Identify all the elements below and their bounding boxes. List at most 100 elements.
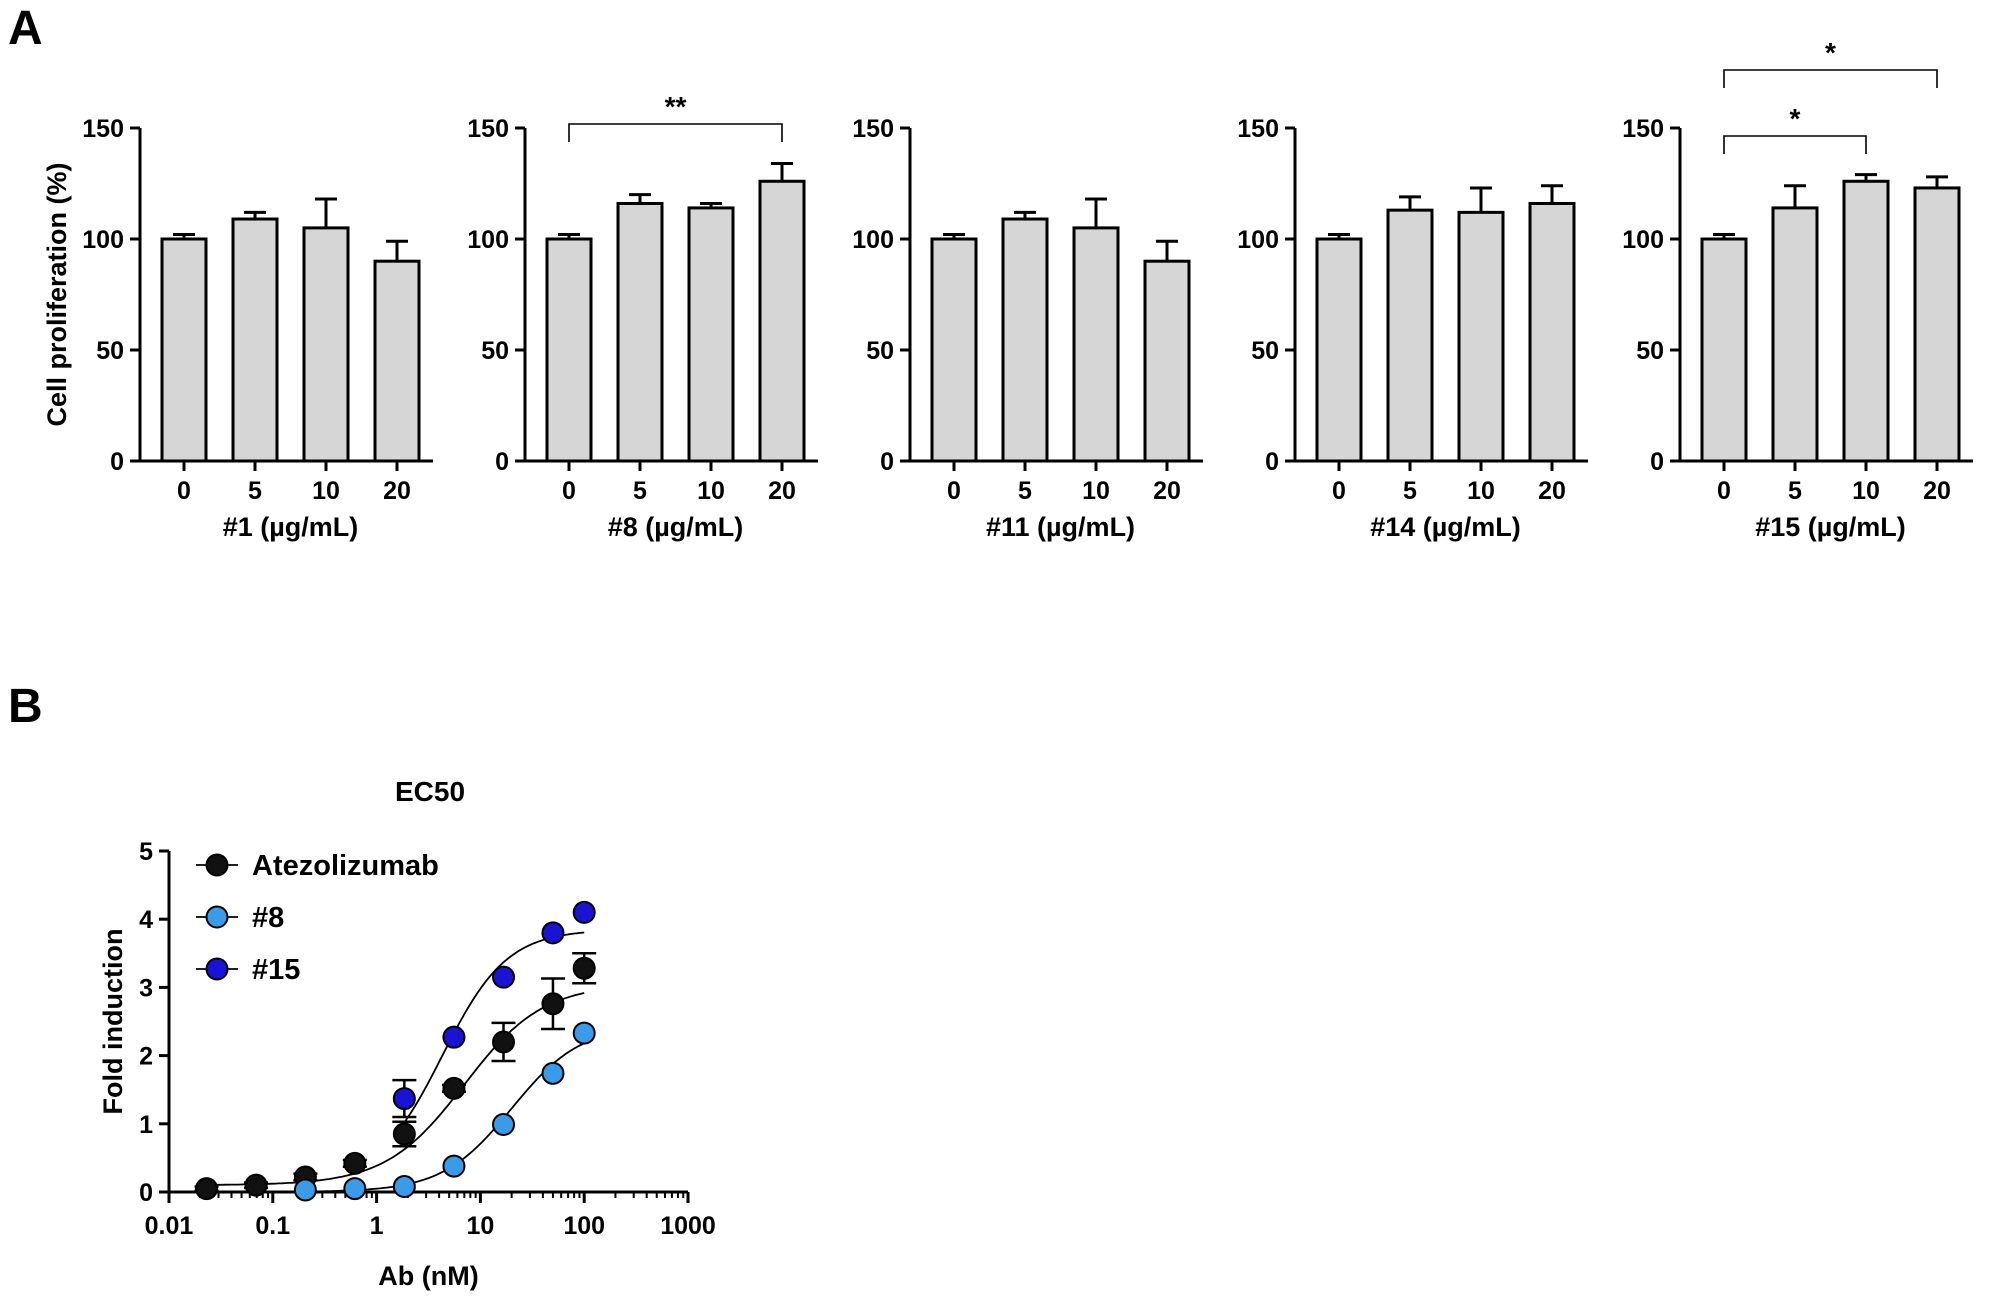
data-point-series-3 xyxy=(442,1025,466,1049)
fit-curve-3 xyxy=(403,931,585,1124)
y-tick-label: 150 xyxy=(852,115,894,143)
bar xyxy=(1913,186,1961,463)
x-tick-label: 5 xyxy=(1018,477,1032,505)
data-point-series-3 xyxy=(492,965,516,989)
x-tick-label: 1000 xyxy=(660,1212,716,1240)
x-tick-label: 20 xyxy=(768,477,796,505)
legend-marker xyxy=(205,957,229,981)
x-tick-label: 0.1 xyxy=(255,1212,290,1240)
data-point-series-1 xyxy=(244,1173,268,1197)
panel-label-b: B xyxy=(8,680,43,733)
bar xyxy=(1457,210,1505,463)
data-point-series-1 xyxy=(195,1177,219,1201)
data-point-series-2 xyxy=(492,1112,516,1136)
data-point-series-1 xyxy=(492,1030,516,1054)
x-tick-label: 100 xyxy=(563,1212,605,1240)
bar xyxy=(1528,201,1576,463)
y-tick-label: 0 xyxy=(1265,448,1279,476)
bar xyxy=(687,206,735,463)
x-tick-label: 0 xyxy=(177,477,191,505)
x-tick-label: 1 xyxy=(370,1212,384,1240)
y-tick-label: 5 xyxy=(139,838,153,866)
x-tick-label: 10 xyxy=(1852,477,1880,505)
x-tick-label: 20 xyxy=(1153,477,1181,505)
legend-marker xyxy=(205,853,229,877)
bar xyxy=(160,237,208,463)
bar-chart-1: 0 50 100 150 0 5 10 20 #1 (µg/mL) Cell proliferat… xyxy=(42,115,433,542)
y-tick-label: 0 xyxy=(1650,448,1664,476)
bar xyxy=(1842,179,1890,463)
data-point-series-2 xyxy=(442,1154,466,1178)
y-tick-label: 150 xyxy=(82,115,124,143)
data-point-series-2 xyxy=(392,1175,416,1199)
significance-label: * xyxy=(1825,37,1836,68)
x-tick-label: 0 xyxy=(1332,477,1346,505)
y-tick-label: 0 xyxy=(139,1179,153,1207)
bar xyxy=(1001,217,1049,463)
significance-bracket xyxy=(1723,69,1938,88)
y-tick-label: 3 xyxy=(139,974,153,1002)
x-tick-label: 5 xyxy=(1403,477,1417,505)
significance-label: * xyxy=(1790,103,1801,134)
data-point-series-2 xyxy=(343,1177,367,1201)
x-axis-title: #14 (µg/mL) xyxy=(1370,512,1521,542)
x-axis-title: Ab (nM) xyxy=(378,1261,478,1291)
bar xyxy=(1700,237,1748,463)
y-tick-label: 1 xyxy=(139,1111,153,1139)
data-point-series-2 xyxy=(541,1061,565,1085)
data-point-series-1 xyxy=(572,956,596,980)
bar xyxy=(1386,208,1434,463)
data-point-series-3 xyxy=(572,900,596,924)
x-tick-label: 10 xyxy=(1467,477,1495,505)
y-axis-title: Fold induction xyxy=(98,929,128,1115)
panel-b-dose-response-chart: EC50 0 1 2 3 4 5 0.01 0.1 1 10 100 1000 Ab (nM) Fold i… xyxy=(98,776,716,1291)
data-point-series-2 xyxy=(293,1178,317,1202)
y-tick-label: 100 xyxy=(1237,226,1279,254)
y-tick-label: 50 xyxy=(481,337,509,365)
y-tick-label: 0 xyxy=(110,448,124,476)
bar xyxy=(930,237,978,463)
y-tick-label: 0 xyxy=(880,448,894,476)
fit-curve-1 xyxy=(206,992,585,1186)
chart-title: EC50 xyxy=(395,776,465,807)
data-point-series-3 xyxy=(541,921,565,945)
x-axis-title: #1 (µg/mL) xyxy=(223,512,359,542)
y-tick-label: 150 xyxy=(1622,115,1664,143)
y-tick-label: 100 xyxy=(82,226,124,254)
y-tick-label: 100 xyxy=(852,226,894,254)
legend-marker xyxy=(205,905,229,929)
x-tick-label: 10 xyxy=(312,477,340,505)
x-tick-label: 10 xyxy=(466,1212,494,1240)
legend-label: #15 xyxy=(252,954,300,986)
bar xyxy=(1771,206,1819,463)
x-tick-label: 0 xyxy=(947,477,961,505)
x-tick-label: 20 xyxy=(1538,477,1566,505)
x-tick-label: 10 xyxy=(1082,477,1110,505)
bar xyxy=(1143,259,1191,463)
bar xyxy=(758,179,806,463)
data-point-series-1 xyxy=(343,1151,367,1175)
x-tick-label: 0 xyxy=(562,477,576,505)
y-tick-label: 100 xyxy=(467,226,509,254)
x-tick-label: 5 xyxy=(1788,477,1802,505)
y-tick-label: 50 xyxy=(96,337,124,365)
x-tick-label: 0.01 xyxy=(145,1212,194,1240)
y-tick-label: 150 xyxy=(1237,115,1279,143)
significance-bracket xyxy=(568,123,783,142)
x-tick-label: 0 xyxy=(1717,477,1731,505)
bar xyxy=(1072,226,1120,463)
data-point-series-2 xyxy=(572,1021,596,1045)
x-tick-label: 5 xyxy=(248,477,262,505)
x-axis-title: #15 (µg/mL) xyxy=(1755,512,1906,542)
data-point-series-3 xyxy=(392,1087,416,1111)
data-point-series-1 xyxy=(392,1122,416,1146)
y-axis-title: Cell proliferation (%) xyxy=(42,162,72,426)
bar-chart-4: 0 50 100 150 0 5 10 20 #14 (µg/mL) xyxy=(1237,115,1588,542)
x-tick-label: 5 xyxy=(633,477,647,505)
x-axis-title: #11 (µg/mL) xyxy=(986,512,1135,542)
panel-label-a: A xyxy=(8,2,43,55)
bar xyxy=(1315,237,1363,463)
x-tick-label: 10 xyxy=(697,477,725,505)
bar-chart-5: 0 50 100 150 0 5 10 20 #15 (µg/mL) * * xyxy=(1622,37,1973,542)
